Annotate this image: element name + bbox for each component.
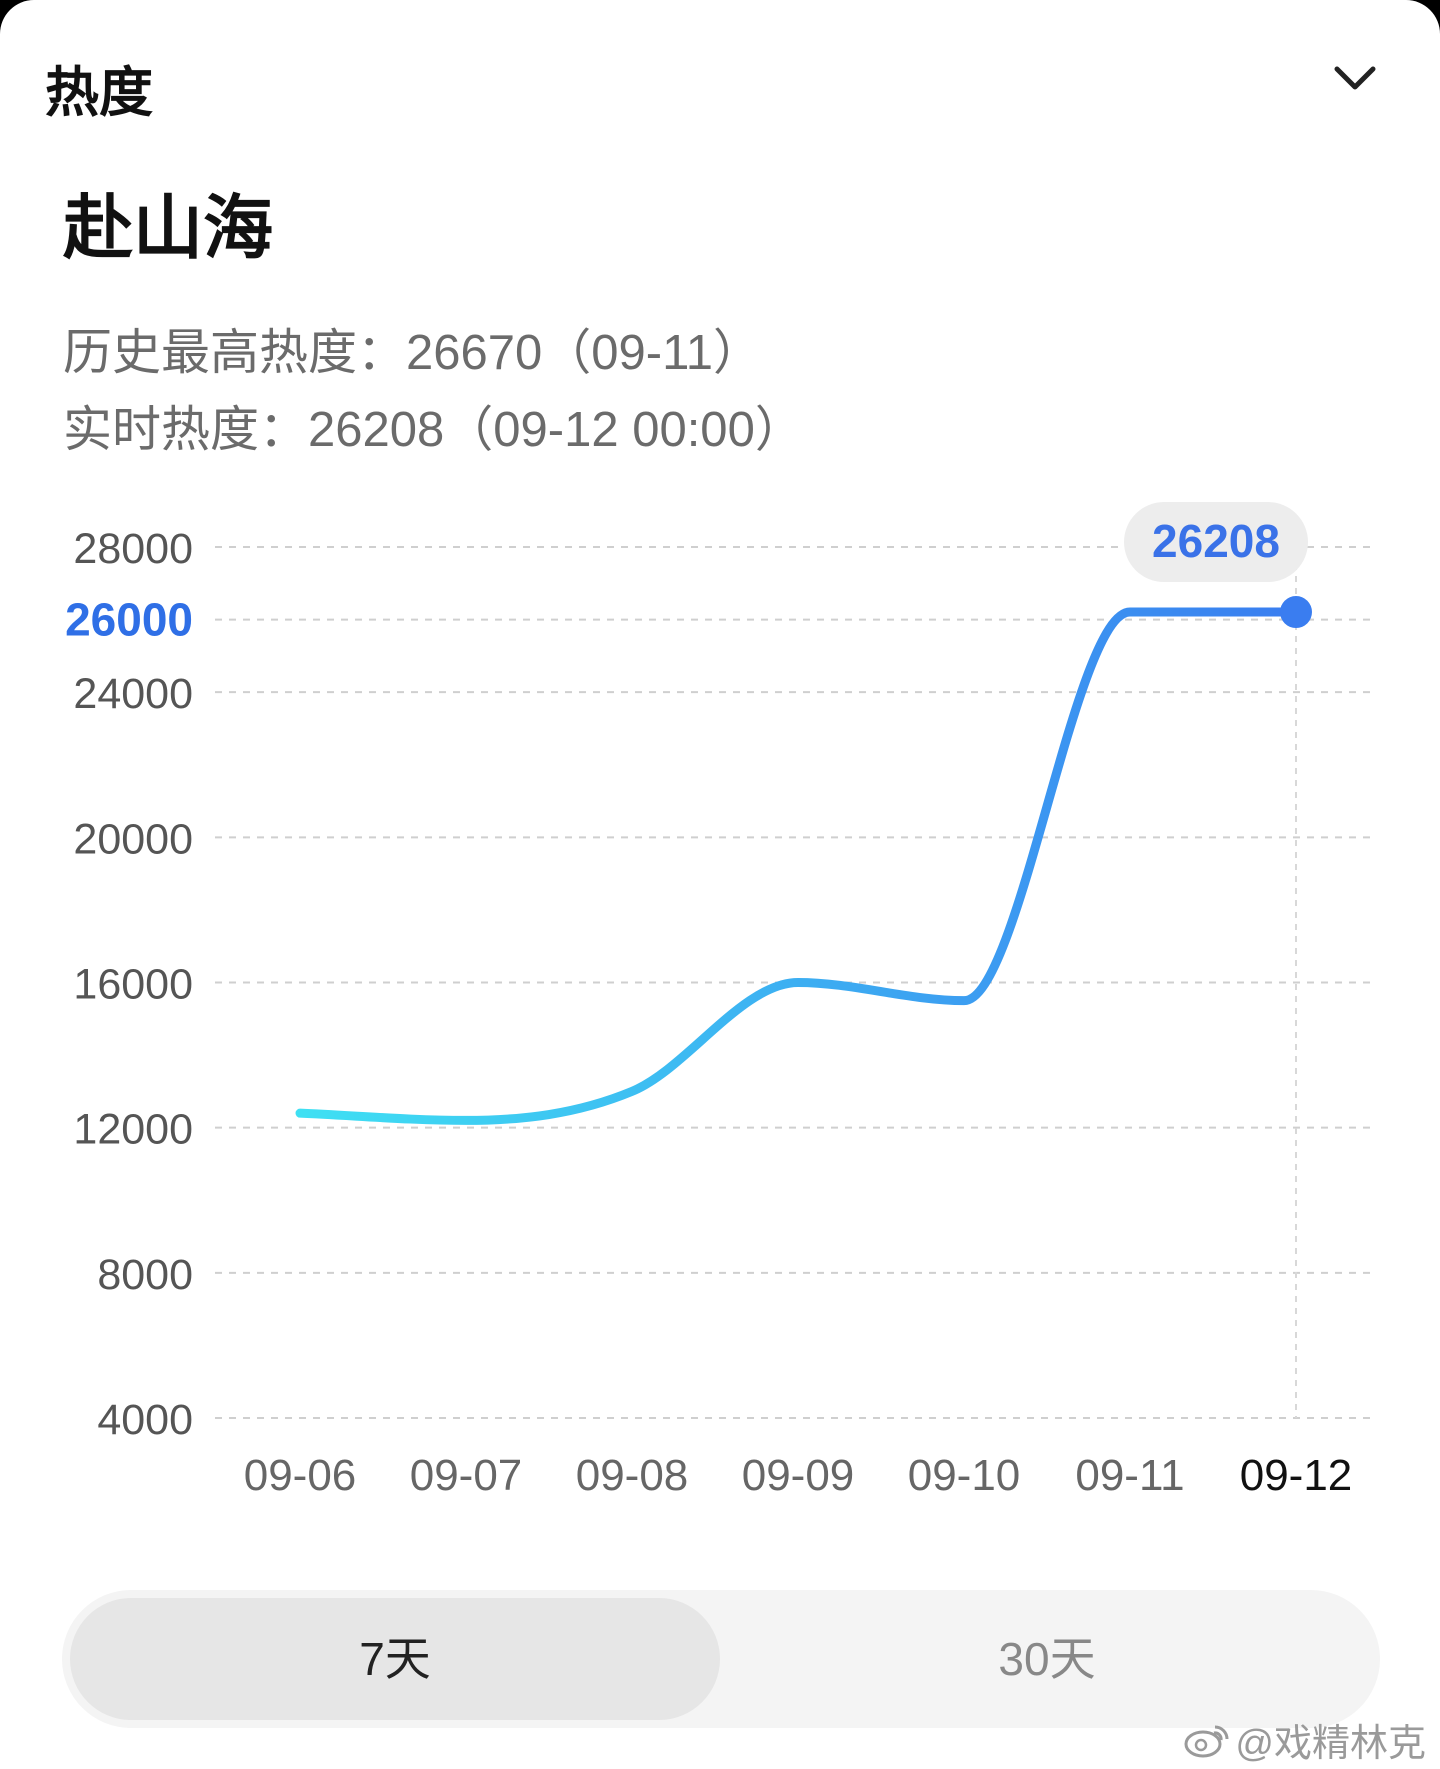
realtime-heat: 实时热度：26208（09-12 00:00） [63,403,804,457]
x-tick-label: 09-08 [576,1451,689,1500]
collapse-button[interactable] [1325,55,1385,105]
data-point-highlighted [1280,596,1312,629]
x-tick-label: 09-09 [742,1451,855,1500]
chevron-down-icon [1334,66,1376,90]
range-option-7-days[interactable]: 7天 [70,1598,720,1720]
x-tick-label: 09-10 [908,1451,1021,1500]
range-option-30-days[interactable]: 30天 [998,1633,1096,1685]
item-title: 赴山海 [63,189,273,267]
watermark: @戏精林克 [1183,1712,1426,1767]
tooltip-value: 26208 [1152,515,1280,567]
x-tick-label: 09-12 [1240,1451,1353,1500]
y-tick-label: 12000 [73,1106,193,1154]
y-tick-label: 26000 [65,594,193,646]
weibo-icon [1184,1725,1229,1757]
y-tick-label: 20000 [73,815,193,863]
history-max-heat: 历史最高热度：26670（09-11） [63,326,762,380]
watermark-text: @戏精林克 [1235,1723,1426,1765]
x-tick-label: 09-11 [1075,1451,1184,1500]
y-tick-label: 28000 [73,525,193,573]
y-tick-label: 24000 [73,670,193,718]
y-tick-label: 8000 [97,1251,193,1299]
section-title: 热度 [45,63,153,123]
tooltip-bubble [1124,502,1308,583]
y-tick-label: 16000 [73,961,193,1009]
x-tick-label: 09-06 [244,1451,357,1500]
chart-canvas: 4000 8000 12000 16000 20000 24000 26000 28000 26… [65,502,1375,1500]
y-tick-label: 4000 [97,1396,193,1444]
x-tick-label: 09-07 [410,1451,523,1500]
range-toggle: 7天 30天 [62,1590,1380,1728]
series-line [295,607,1301,1125]
heat-trend-chart: 4000 8000 12000 16000 20000 24000 26000 28000 26… [0,480,1440,1530]
